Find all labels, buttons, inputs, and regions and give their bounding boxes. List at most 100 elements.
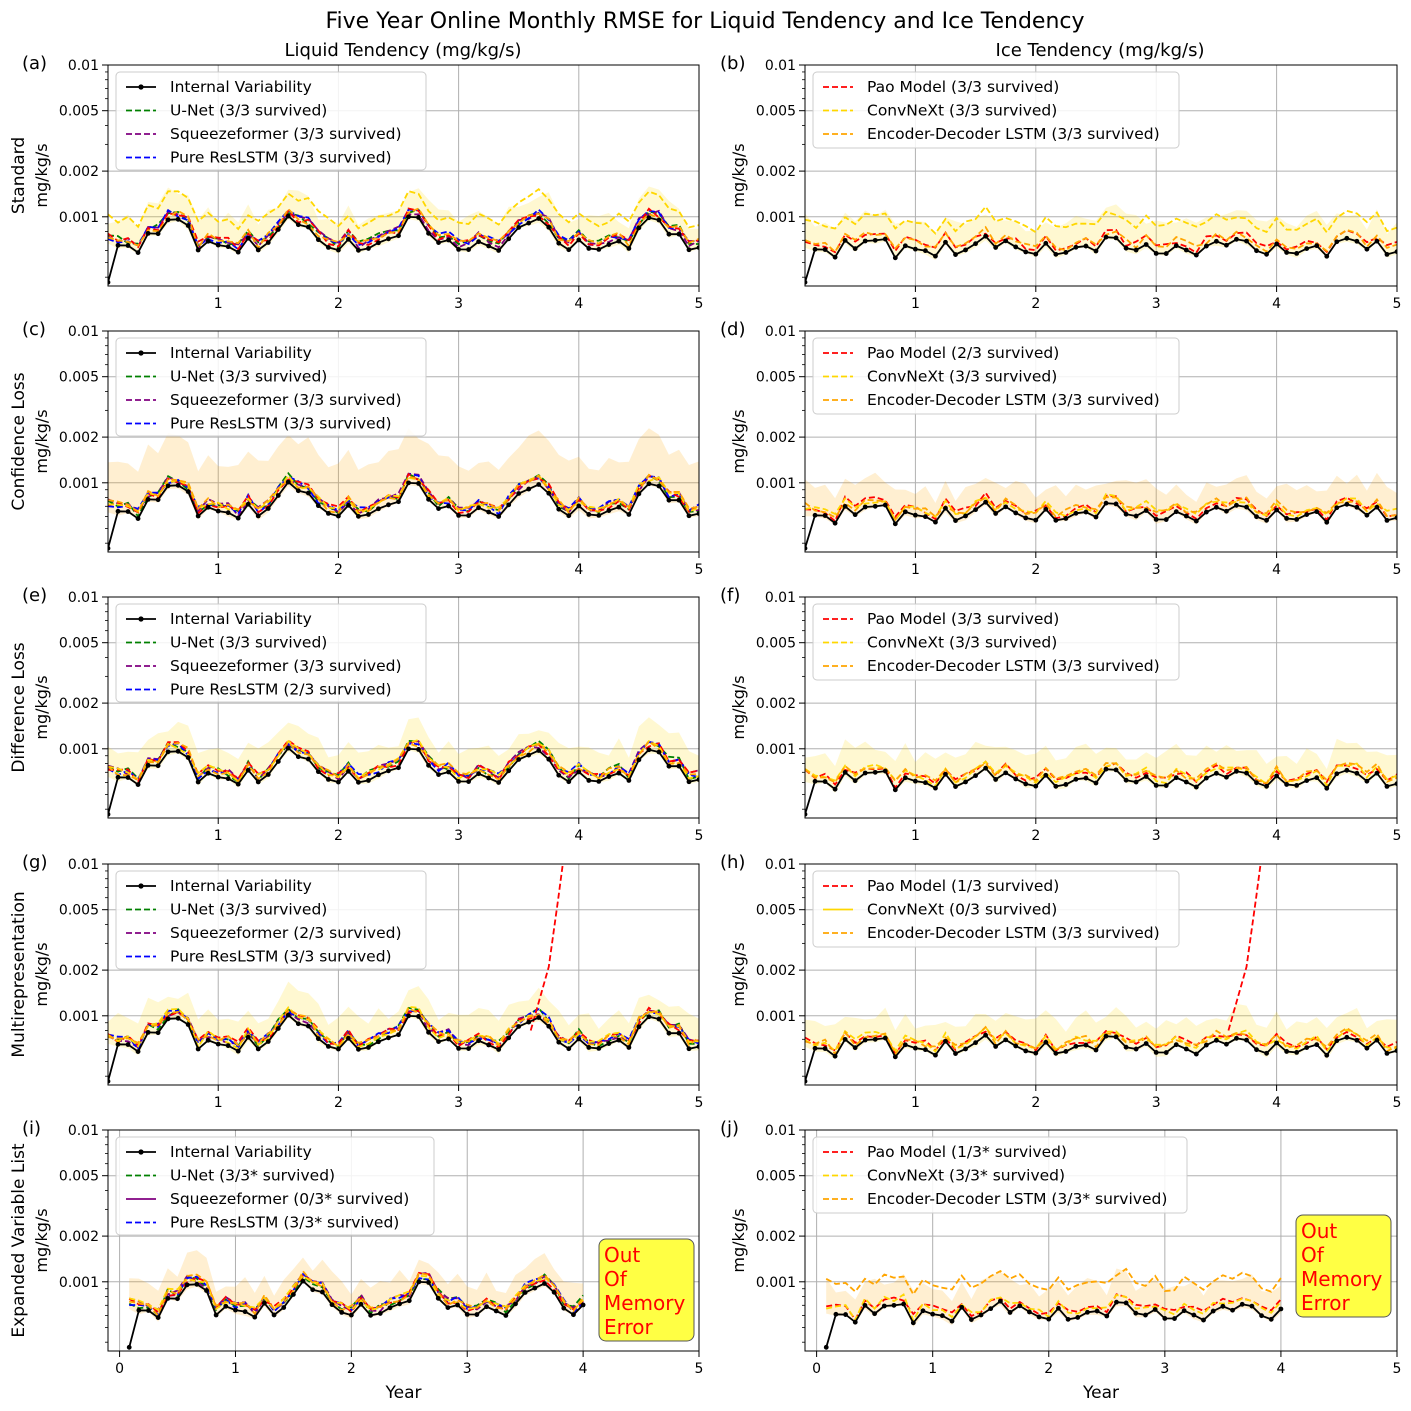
internal-variability-point (310, 1287, 316, 1293)
x-tick-label: 4 (574, 1095, 583, 1111)
internal-variability-point (185, 1022, 191, 1027)
panel-frame (804, 330, 1398, 553)
internal-variability-point (305, 1023, 311, 1029)
internal-variability-point (235, 1048, 241, 1054)
legend-entry: U-Net (3/3 survived) (170, 368, 327, 386)
y-axis-label: mg/kg/s (32, 675, 51, 739)
y-tick-label: 0.002 (756, 963, 796, 979)
y-tick-label: 0.001 (756, 1009, 796, 1025)
series-edlstm (129, 1269, 584, 1317)
y-tick-label: 0.001 (756, 210, 796, 226)
internal-variability-point (1374, 770, 1380, 776)
internal-variability-point (245, 501, 251, 507)
internal-variability-point (1063, 1049, 1069, 1054)
internal-variability-point (676, 497, 682, 503)
internal-variability-point (416, 1279, 422, 1285)
internal-variability-point (255, 247, 261, 253)
plot-area (805, 472, 1397, 551)
internal-variability-point (503, 1313, 509, 1318)
series-edlstm (805, 496, 1397, 522)
internal-variability-point (576, 237, 582, 243)
x-tick-label: 2 (334, 562, 343, 578)
internal-variability-point (1093, 780, 1099, 786)
internal-variability-point (1213, 770, 1219, 776)
internal-variability-point (656, 483, 662, 489)
internal-variability-point (596, 512, 602, 518)
x-tick-label: 1 (928, 1361, 937, 1377)
plot-area (805, 204, 1397, 285)
out-of-memory-text: Out (1301, 1219, 1337, 1243)
legend-entry: Encoder-Decoder LSTM (3/3* survived) (867, 1190, 1167, 1208)
internal-variability-point (1364, 512, 1370, 518)
internal-variability-point (416, 1014, 421, 1019)
internal-variability-point (646, 215, 652, 221)
internal-variability-point (566, 247, 572, 253)
internal-variability-point (571, 1312, 576, 1318)
internal-variability-point (1123, 1044, 1129, 1050)
internal-variability-point (265, 240, 271, 245)
internal-variability-point (215, 774, 221, 780)
y-tick-label: 0.001 (756, 742, 796, 758)
internal-variability-point (426, 496, 431, 502)
panel-d: 0.01 0.005 0.002 0.001 1 2 3 4 5 (d) mg/kg/s Pao Mo… (720, 319, 1401, 578)
y-tick-label: 0.005 (59, 1169, 99, 1185)
internal-variability-point (656, 217, 662, 223)
series-edlstm (108, 740, 699, 783)
x-tick-label: 1 (911, 296, 920, 312)
internal-variability-point (1173, 775, 1179, 781)
internal-variability-point (262, 1300, 267, 1306)
internal-variability-point (536, 482, 542, 487)
series-unet (108, 739, 699, 784)
internal-variability-point (516, 757, 522, 762)
y-axis-label: mg/kg/s (729, 143, 748, 207)
series-convnext (826, 1293, 1282, 1323)
legend-entry: Squeezeformer (3/3 survived) (170, 125, 402, 143)
internal-variability-point (1133, 1310, 1139, 1316)
internal-variability-point (1374, 238, 1380, 244)
internal-variability-point (1123, 511, 1129, 517)
internal-variability-point (872, 1036, 878, 1042)
internal-variability-point (387, 1305, 393, 1311)
internal-variability-point (215, 242, 221, 248)
series-edlstm (825, 1267, 1282, 1297)
internal-variability-point (1294, 782, 1300, 788)
internal-variability-point (1075, 1315, 1081, 1320)
internal-variability-point (295, 222, 301, 228)
internal-variability-point (335, 513, 341, 519)
internal-variability-point (1033, 517, 1039, 523)
y-tick-label: 0.005 (756, 636, 796, 652)
y-tick-label: 0.005 (59, 636, 99, 652)
internal-variability-point (416, 215, 421, 220)
internal-variability-point (476, 239, 482, 245)
internal-variability-point (290, 1292, 296, 1297)
internal-variability-point (356, 247, 361, 253)
internal-variability-point (576, 503, 582, 509)
x-tick-label: 5 (695, 1095, 704, 1111)
plot-area (108, 864, 699, 1084)
internal-variability-point (1007, 1310, 1013, 1315)
legend-marker (138, 1149, 144, 1155)
internal-variability-point (1344, 1034, 1350, 1040)
legend-entry: ConvNeXt (3/3* survived) (867, 1167, 1065, 1185)
internal-variability-point (852, 1319, 858, 1325)
x-tick-label: 2 (1031, 1095, 1040, 1111)
y-tick-label: 0.001 (756, 1275, 796, 1291)
internal-variability-point (1244, 504, 1249, 510)
internal-variability-point (325, 510, 331, 516)
internal-variability-point (108, 545, 111, 551)
y-tick-label: 0.01 (68, 857, 99, 873)
internal-variability-point (358, 1301, 364, 1307)
panel-f: 0.01 0.005 0.002 0.001 1 2 3 4 5 (f) mg/kg/s Pao Mo… (720, 585, 1401, 844)
y-tick-label: 0.005 (756, 104, 796, 120)
internal-variability-point (842, 769, 848, 775)
x-tick-label: 4 (574, 562, 583, 578)
internal-variability-point (255, 1046, 261, 1052)
series-convnext (129, 1274, 584, 1312)
x-tick-label: 3 (1152, 562, 1161, 578)
internal-variability-point (194, 1281, 200, 1287)
internal-variability-point (1033, 783, 1039, 789)
internal-variability-point (920, 1308, 926, 1314)
internal-variability-point (1183, 1046, 1189, 1052)
internal-variability-point (1284, 1049, 1290, 1054)
internal-variability-point (455, 1302, 460, 1308)
